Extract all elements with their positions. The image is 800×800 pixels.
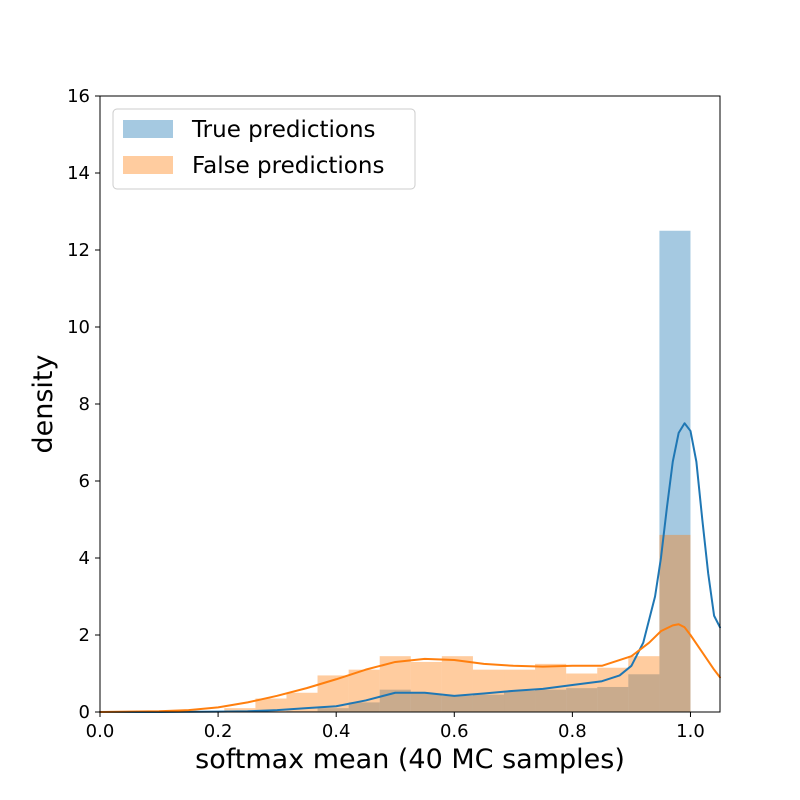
bar-false-12 xyxy=(472,669,505,712)
bar-true-14 xyxy=(535,689,567,712)
bar-true-18 xyxy=(659,230,691,712)
legend-label-false: False predictions xyxy=(192,153,384,179)
bar-true-15 xyxy=(566,688,598,712)
bar-false-18 xyxy=(659,534,691,712)
x-tick-label: 0.6 xyxy=(440,721,469,742)
bar-true-7 xyxy=(317,708,349,712)
y-tick-label: 14 xyxy=(67,163,90,184)
false-predictions-bars xyxy=(224,534,691,712)
bar-true-16 xyxy=(597,686,629,712)
y-tick-label: 10 xyxy=(67,317,90,338)
y-tick-label: 16 xyxy=(67,86,90,107)
bar-false-5 xyxy=(255,698,287,712)
x-tick-label: 0.4 xyxy=(322,721,351,742)
bar-false-10 xyxy=(410,661,442,712)
bar-true-17 xyxy=(628,674,660,712)
bar-true-12 xyxy=(472,694,505,712)
bar-true-10 xyxy=(410,693,442,712)
legend-swatch-false xyxy=(123,156,173,174)
y-axis-label: density xyxy=(28,354,59,453)
y-tick-label: 8 xyxy=(79,394,90,415)
y-tick-label: 0 xyxy=(79,702,90,723)
kde-line-true xyxy=(99,422,721,713)
true-predictions-bars xyxy=(286,230,691,712)
y-tick-label: 6 xyxy=(79,471,90,492)
legend-swatch-true xyxy=(123,120,173,138)
bar-false-11 xyxy=(441,656,473,712)
bar-true-11 xyxy=(441,695,473,712)
y-tick-label: 12 xyxy=(67,240,90,261)
kde-lines xyxy=(99,422,721,713)
legend-label-true: True predictions xyxy=(191,117,376,143)
legend-frame xyxy=(112,108,416,190)
bar-false-4 xyxy=(224,708,256,712)
bar-true-8 xyxy=(348,702,380,712)
bar-false-16 xyxy=(597,667,629,712)
x-tick-label: 0.8 xyxy=(558,721,587,742)
x-axis-label: softmax mean (40 MC samples) xyxy=(195,744,625,775)
bar-false-15 xyxy=(566,673,598,712)
ticks: 0.0 0.2 0.4 0.6 0.8 1.0 0 2 4 6 8 10 12 14 16 xyxy=(67,86,705,742)
bar-false-17 xyxy=(628,656,660,712)
kde-line-false xyxy=(99,623,721,713)
x-tick-label: 1.0 xyxy=(676,721,705,742)
bar-true-13 xyxy=(504,690,536,712)
x-tick-label: 0.2 xyxy=(204,721,233,742)
x-tick-label: 0.0 xyxy=(86,721,115,742)
y-tick-label: 4 xyxy=(79,548,90,569)
legend: True predictions False predictions xyxy=(112,108,416,190)
bar-false-8 xyxy=(348,669,380,712)
y-tick-label: 2 xyxy=(79,625,90,646)
